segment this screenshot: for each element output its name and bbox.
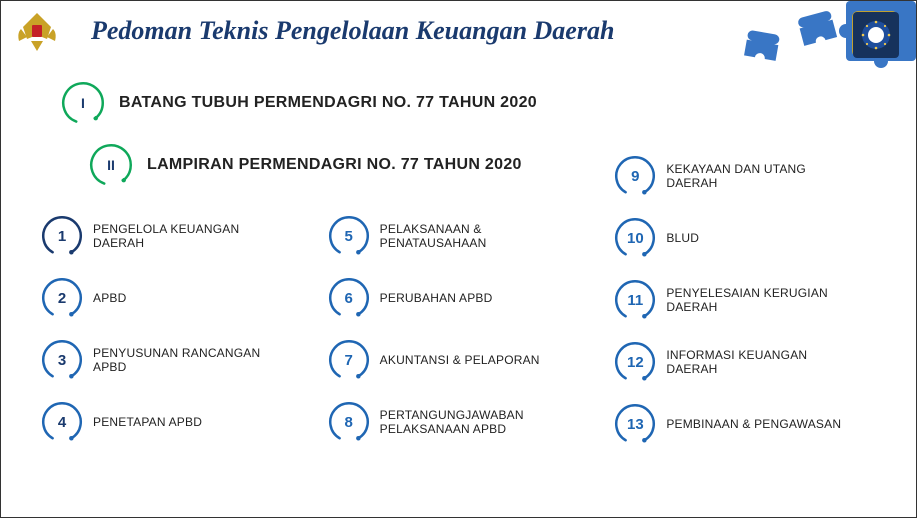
item-label: PENGELOLA KEUANGAN DAERAH [93, 222, 273, 251]
item-12: 12 INFORMASI KEUANGAN DAERAH [614, 333, 876, 391]
number-badge: 10 [614, 217, 656, 259]
number-badge: 12 [614, 341, 656, 383]
header: Pedoman Teknis Pengelolaan Keuangan Daer… [1, 1, 916, 61]
number-badge: 3 [41, 339, 83, 381]
garuda-logo-icon [13, 7, 61, 55]
roman-number: II [93, 147, 129, 183]
item-4: 4 PENETAPAN APBD [41, 393, 303, 451]
item-label: KEKAYAAN DAN UTANG DAERAH [666, 162, 846, 191]
number-badge: 2 [41, 277, 83, 319]
number-badge: 13 [614, 403, 656, 445]
item-3: 3 PENYUSUNAN RANCANGAN APBD [41, 331, 303, 389]
kemendagri-badge-icon [852, 11, 898, 57]
content-area: I BATANG TUBUH PERMENDAGRI NO. 77 TAHUN … [1, 61, 916, 523]
item-label: PENETAPAN APBD [93, 415, 202, 429]
item-6: 6 PERUBAHAN APBD [328, 269, 590, 327]
item-label: BLUD [666, 231, 699, 245]
number-badge: 6 [328, 277, 370, 319]
item-11: 11 PENYELESAIAN KERUGIAN DAERAH [614, 271, 876, 329]
item-13: 13 PEMBINAAN & PENGAWASAN [614, 395, 876, 453]
roman-row-I: I BATANG TUBUH PERMENDAGRI NO. 77 TAHUN … [61, 81, 876, 125]
empty-cell [328, 455, 590, 513]
item-label: APBD [93, 291, 126, 305]
roman-label: LAMPIRAN PERMENDAGRI NO. 77 TAHUN 2020 [147, 156, 522, 174]
page-title: Pedoman Teknis Pengelolaan Keuangan Daer… [91, 16, 614, 46]
number-badge: 9 [614, 155, 656, 197]
item-10: 10 BLUD [614, 209, 876, 267]
roman-number: I [65, 85, 101, 121]
item-8: 8 PERTANGUNGJAWABAN PELAKSANAAN APBD [328, 393, 590, 451]
numbered-grid: 1 PENGELOLA KEUANGAN DAERAH 5 PELAKSANAA… [41, 207, 876, 513]
item-7: 7 AKUNTANSI & PELAPORAN [328, 331, 590, 389]
roman-badge: II [89, 143, 133, 187]
item-label: PENYELESAIAN KERUGIAN DAERAH [666, 286, 846, 315]
number-badge: 1 [41, 215, 83, 257]
roman-label: BATANG TUBUH PERMENDAGRI NO. 77 TAHUN 20… [119, 94, 537, 112]
item-label: PEMBINAAN & PENGAWASAN [666, 417, 841, 431]
number-badge: 8 [328, 401, 370, 443]
number-badge: 7 [328, 339, 370, 381]
item-label: PELAKSANAAN & PENATAUSAHAAN [380, 222, 560, 251]
item-9: 9 KEKAYAAN DAN UTANG DAERAH [614, 147, 876, 205]
number-badge: 5 [328, 215, 370, 257]
item-2: 2 APBD [41, 269, 303, 327]
item-5: 5 PELAKSANAAN & PENATAUSAHAAN [328, 207, 590, 265]
item-label: PENYUSUNAN RANCANGAN APBD [93, 346, 273, 375]
number-badge: 11 [614, 279, 656, 321]
item-label: INFORMASI KEUANGAN DAERAH [666, 348, 846, 377]
item-1: 1 PENGELOLA KEUANGAN DAERAH [41, 207, 303, 265]
item-label: PERTANGUNGJAWABAN PELAKSANAAN APBD [380, 408, 560, 437]
item-label: PERUBAHAN APBD [380, 291, 493, 305]
item-label: AKUNTANSI & PELAPORAN [380, 353, 540, 367]
roman-badge: I [61, 81, 105, 125]
number-badge: 4 [41, 401, 83, 443]
empty-cell [41, 455, 303, 513]
